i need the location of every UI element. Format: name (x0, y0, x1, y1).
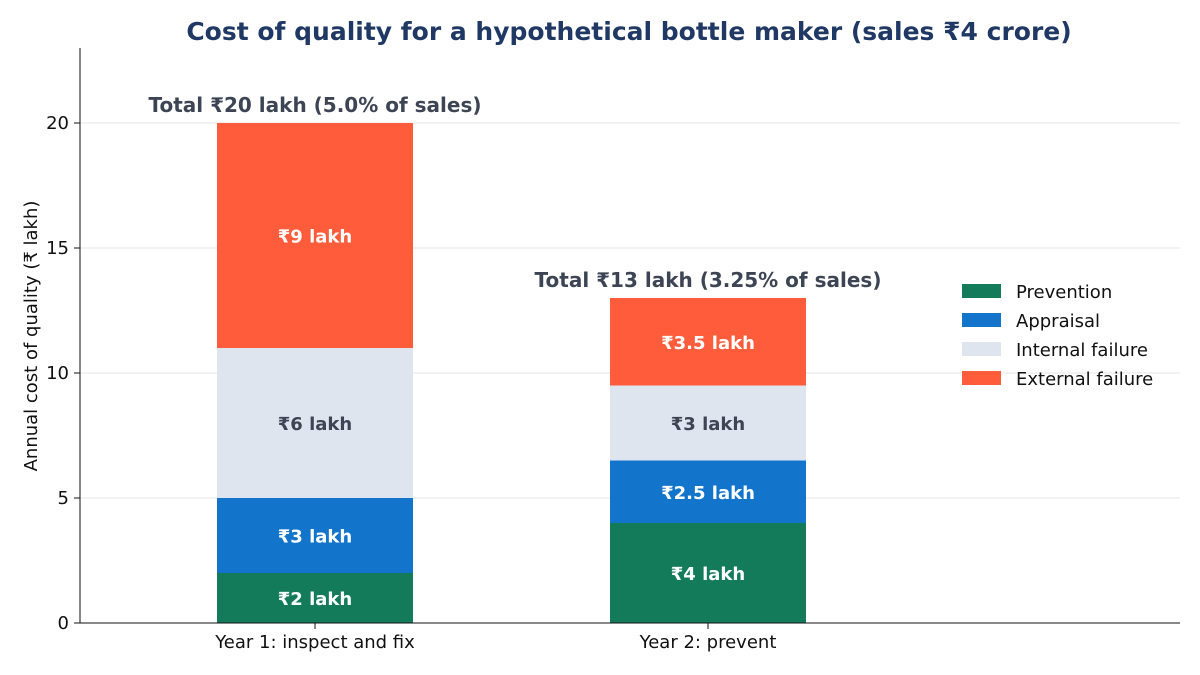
bar-segment (217, 348, 413, 498)
legend-label: Internal failure (1016, 340, 1148, 361)
bar-segment-label: ₹4 lakh (671, 564, 745, 585)
bar-segment-label: ₹3 lakh (671, 414, 745, 435)
y-tick-label: 15 (46, 238, 69, 259)
bar-segment-label: ₹2 lakh (278, 589, 352, 610)
bar-segment (217, 498, 413, 573)
bar-segment (217, 123, 413, 348)
legend: Prevention Appraisal Internal failure Exter… (962, 282, 1153, 390)
legend-swatch (962, 342, 1001, 356)
y-tick-label: 5 (58, 488, 69, 509)
legend-label: External failure (1016, 369, 1153, 390)
bar-segment (610, 460, 806, 523)
legend-swatch (962, 284, 1001, 298)
y-tick-label: 20 (46, 113, 69, 134)
chart-title: Cost of quality for a hypothetical bottl… (186, 17, 1071, 46)
bar-total-label: Total ₹20 lakh (5.0% of sales) (148, 93, 481, 117)
bar-segment-label: ₹9 lakh (278, 227, 352, 248)
y-tick-label: 10 (46, 363, 69, 384)
bar-segment (610, 385, 806, 461)
bar-segment (610, 523, 806, 623)
legend-label: Prevention (1016, 282, 1112, 303)
y-axis-label: Annual cost of quality (₹ lakh) (21, 201, 42, 472)
x-tick-label: Year 2: prevent (639, 632, 777, 653)
bars: ₹2 lakh ₹3 lakh ₹6 lakh ₹9 lakh Total ₹20 la… (148, 93, 881, 623)
axes: 0 5 10 15 20 Year 1: inspect and fix Year 2: p… (46, 48, 1180, 653)
legend-swatch (962, 313, 1001, 327)
bar-segment (217, 573, 413, 623)
legend-label: Appraisal (1016, 311, 1100, 332)
bar-segment-label: ₹3.5 lakh (661, 333, 755, 354)
x-tick-label: Year 1: inspect and fix (214, 632, 415, 653)
bar-segment (610, 298, 806, 386)
y-tick-label: 0 (58, 613, 69, 634)
legend-swatch (962, 371, 1001, 385)
bar-segment-label: ₹6 lakh (278, 414, 352, 435)
bar-total-label: Total ₹13 lakh (3.25% of sales) (535, 268, 882, 292)
bar-segment-label: ₹2.5 lakh (661, 483, 755, 504)
bar-segment-label: ₹3 lakh (278, 527, 352, 548)
